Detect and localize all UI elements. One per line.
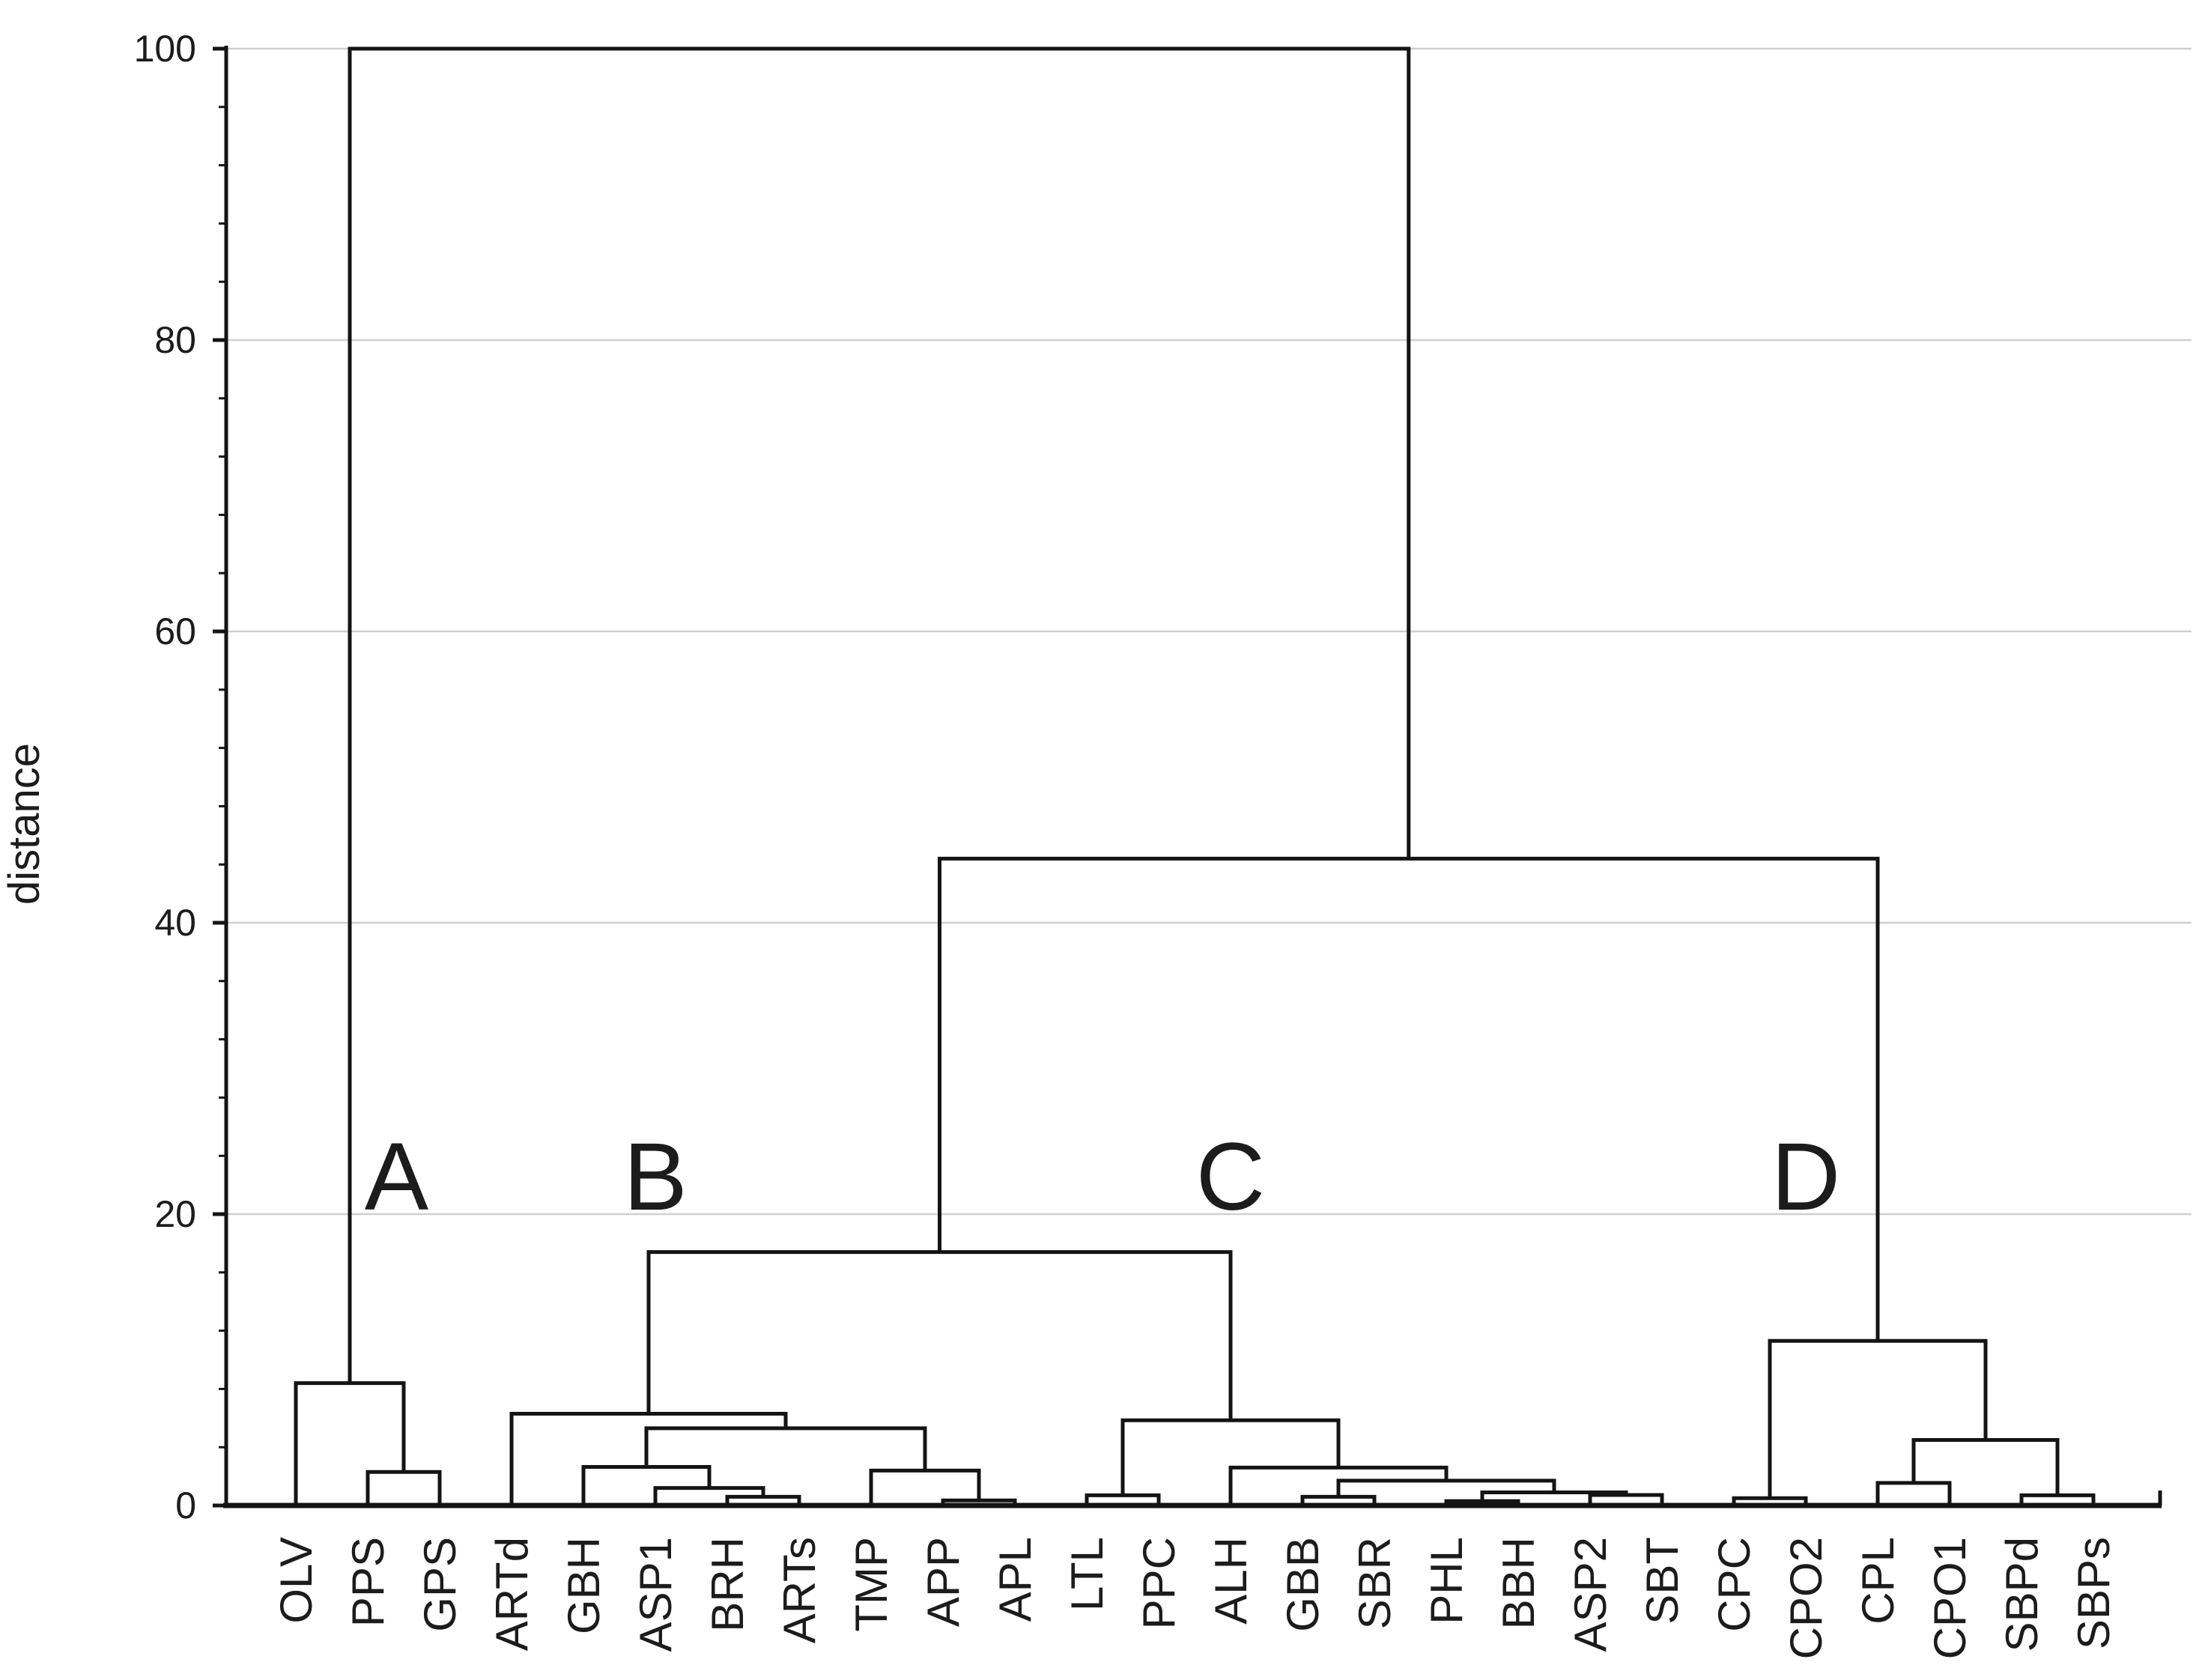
leaf-label: GBB	[1278, 1537, 1328, 1632]
cluster-label-a: A	[365, 1123, 429, 1231]
leaf-label: GBH	[559, 1537, 609, 1634]
leaf-label: SBPd	[1997, 1537, 2047, 1652]
leaf-label: ALH	[1206, 1537, 1256, 1625]
y-axis-tick-label: 100	[134, 28, 196, 70]
leaf-label: PPS	[343, 1537, 393, 1627]
cluster-label-b: B	[623, 1123, 687, 1231]
leaf-label: CPO2	[1781, 1537, 1831, 1659]
leaf-label: GPS	[415, 1537, 465, 1632]
leaf-label: ASP2	[1565, 1537, 1616, 1652]
leaf-label: PHL	[1422, 1537, 1472, 1625]
leaf-label: PPC	[1134, 1537, 1184, 1629]
leaf-label: OLV	[271, 1537, 321, 1624]
leaf-label: SBR	[1350, 1537, 1400, 1629]
leaf-label: CPO1	[1925, 1537, 1975, 1659]
leaf-label: ARTd	[487, 1537, 537, 1651]
leaf-label: ASP1	[631, 1537, 681, 1652]
leaf-label: BRH	[703, 1537, 753, 1632]
cluster-label-c: C	[1196, 1123, 1265, 1231]
leaf-label: TMP	[846, 1537, 897, 1632]
leaf-label: APL	[990, 1537, 1040, 1622]
y-axis-tick-label: 20	[154, 1193, 196, 1235]
y-axis-tick-label: 0	[175, 1485, 196, 1526]
leaf-label: APP	[918, 1537, 968, 1627]
cluster-label-d: D	[1771, 1123, 1840, 1231]
y-axis-title: distance	[0, 743, 49, 905]
leaf-label: LTL	[1062, 1537, 1112, 1611]
leaf-label: SBT	[1637, 1537, 1687, 1625]
y-axis-tick-label: 40	[154, 902, 196, 944]
leaf-label: BBH	[1493, 1537, 1544, 1629]
y-axis-tick-label: 80	[154, 319, 196, 361]
leaf-label: SBPs	[2069, 1537, 2119, 1649]
y-axis-tick-label: 60	[154, 610, 196, 652]
leaf-label: CPL	[1853, 1537, 1903, 1625]
leaf-label: CPC	[1709, 1537, 1759, 1632]
leaf-label: ARTs	[774, 1537, 825, 1643]
